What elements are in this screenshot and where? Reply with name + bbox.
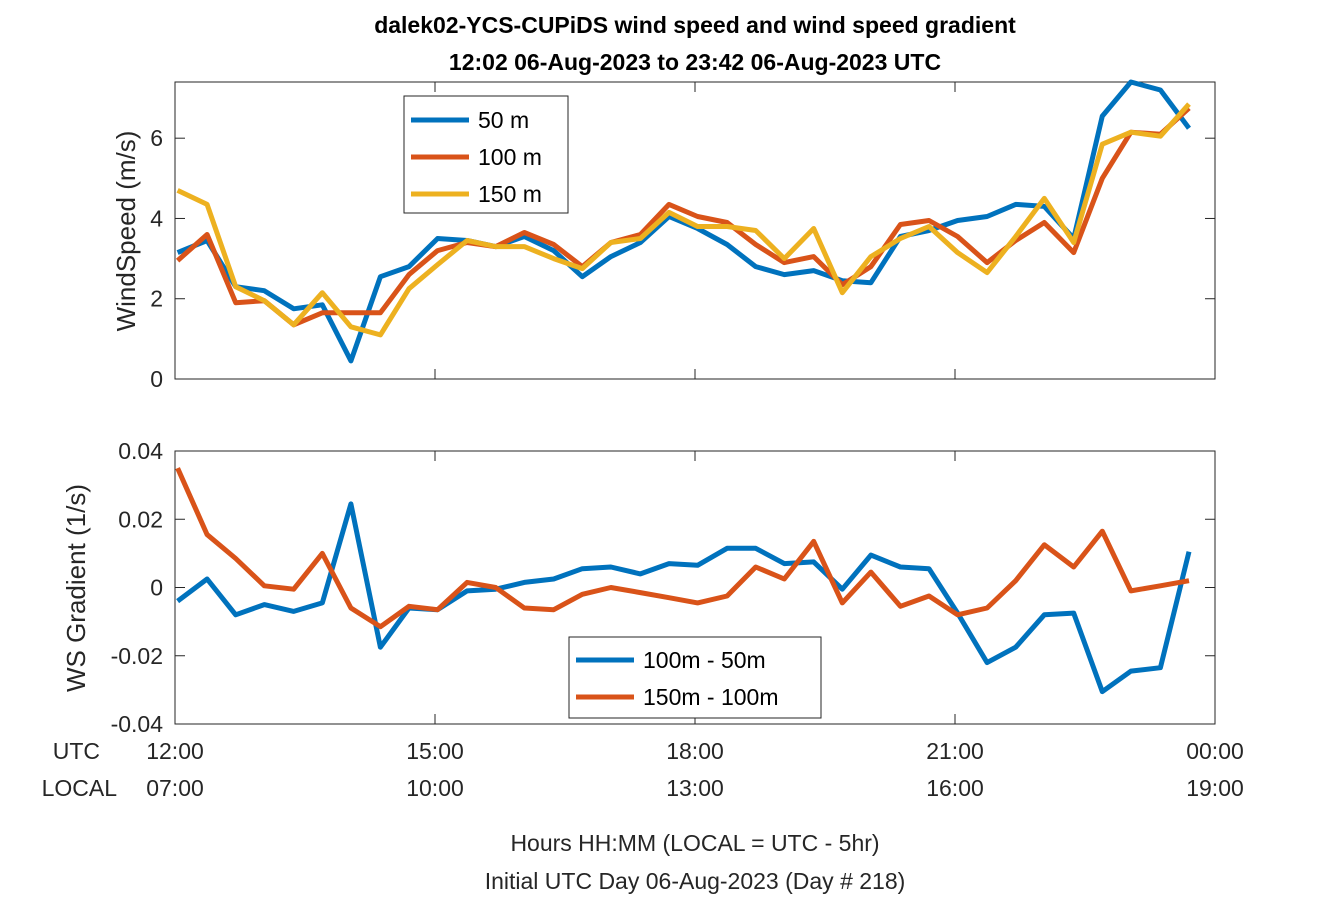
- windspeed-ytick-label: 6: [150, 125, 163, 151]
- local-tick-label: 07:00: [146, 775, 204, 801]
- local-tick-label: 16:00: [926, 775, 984, 801]
- windspeed-axes: 0 2 4 6 WindSpeed (m/s) 50 m 100 m 150 m: [111, 79, 1216, 392]
- xlabel-line1: Hours HH:MM (LOCAL = UTC - 5hr): [510, 830, 879, 856]
- utc-tick-label: 12:00: [146, 738, 204, 764]
- gradient-legend-box: [568, 636, 822, 719]
- windspeed-series-line-0: [176, 79, 1192, 364]
- xlabel-line2: Initial UTC Day 06-Aug-2023 (Day # 218): [485, 868, 906, 894]
- windspeed-ytick-label: 4: [150, 205, 163, 231]
- legend-label-50m: 50 m: [478, 107, 529, 133]
- gradient-ytick-label: 0.04: [118, 438, 163, 464]
- local-tick-label: 13:00: [666, 775, 724, 801]
- windspeed-ylabel: WindSpeed (m/s): [111, 131, 141, 332]
- legend-label-150m-100m: 150m - 100m: [643, 684, 779, 710]
- windspeed-series-line-2: [176, 102, 1191, 338]
- gradient-ytick-label: -0.02: [111, 643, 163, 669]
- chart-title-line2: 12:02 06-Aug-2023 to 23:42 06-Aug-2023 U…: [449, 49, 941, 75]
- local-row-label: LOCAL: [42, 775, 118, 801]
- gradient-ytick-label: -0.04: [111, 711, 164, 737]
- gradient-series-line-0: [176, 501, 1192, 695]
- windspeed-ytick-label: 0: [150, 366, 163, 392]
- gradient-series-line-1: [175, 467, 1190, 630]
- gradient-axes: -0.04 -0.02 0 0.02 0.04 WS Gradient (1/s) 10…: [61, 438, 1216, 737]
- gradient-ylabel: WS Gradient (1/s): [61, 484, 91, 692]
- local-tick-label: 10:00: [406, 775, 464, 801]
- gradient-ytick-label: 0: [150, 575, 163, 601]
- local-tick-labels: 07:00 10:00 13:00 16:00 19:00: [146, 775, 1244, 801]
- chart-title-line1: dalek02-YCS-CUPiDS wind speed and wind s…: [374, 12, 1016, 38]
- legend-label-150m: 150 m: [478, 181, 542, 207]
- utc-tick-labels: 12:00 15:00 18:00 21:00 00:00: [146, 738, 1244, 764]
- utc-row-label: UTC: [53, 738, 100, 764]
- windspeed-legend: 50 m 100 m 150 m: [403, 95, 569, 214]
- gradient-ytick-label: 0.02: [118, 506, 163, 532]
- gradient-legend: 100m - 50m 150m - 100m: [568, 636, 822, 719]
- local-tick-label: 19:00: [1186, 775, 1244, 801]
- windspeed-plot-area: [174, 81, 1216, 380]
- utc-tick-label: 15:00: [406, 738, 464, 764]
- utc-tick-label: 00:00: [1186, 738, 1244, 764]
- utc-tick-label: 18:00: [666, 738, 724, 764]
- legend-label-100m-50m: 100m - 50m: [643, 647, 766, 673]
- utc-tick-label: 21:00: [926, 738, 984, 764]
- windspeed-series-line-1: [175, 106, 1191, 328]
- legend-label-100m: 100 m: [478, 144, 542, 170]
- windspeed-ytick-label: 2: [150, 286, 163, 312]
